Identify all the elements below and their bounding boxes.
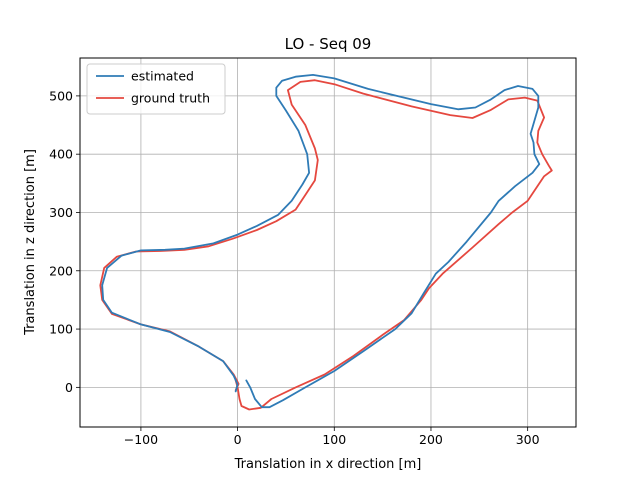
series-layer (99, 74, 553, 411)
series-line-estimated (101, 74, 541, 409)
series-line-ground-truth (99, 79, 553, 411)
legend: estimated ground truth (86, 63, 226, 115)
y-axis-label: Translation in z direction [m] (23, 149, 38, 336)
grid (80, 58, 576, 427)
x-tick-label: 200 (419, 432, 443, 447)
y-tick-label: 400 (49, 147, 73, 162)
y-tick-label: 200 (49, 263, 73, 278)
x-tick-label: 100 (322, 432, 346, 447)
legend-label-estimated: estimated (131, 69, 194, 84)
x-tick-label: 0 (234, 432, 242, 447)
y-tick-label: 500 (49, 88, 73, 103)
x-tick-label: −100 (124, 432, 158, 447)
x-tick-label: 300 (516, 432, 540, 447)
plot-area-background (80, 58, 576, 427)
y-tick-label: 0 (65, 380, 73, 395)
x-axis-ticks: −100 0 100 200 300 (124, 427, 540, 447)
y-tick-label: 300 (49, 205, 73, 220)
legend-label-ground-truth: ground truth (131, 91, 210, 106)
chart-title: LO - Seq 09 (285, 35, 372, 53)
y-tick-label: 100 (49, 322, 73, 337)
x-axis-label: Translation in x direction [m] (234, 457, 422, 472)
plot-frame (79, 57, 577, 428)
y-axis-ticks: 0 100 200 300 400 500 (49, 88, 80, 395)
